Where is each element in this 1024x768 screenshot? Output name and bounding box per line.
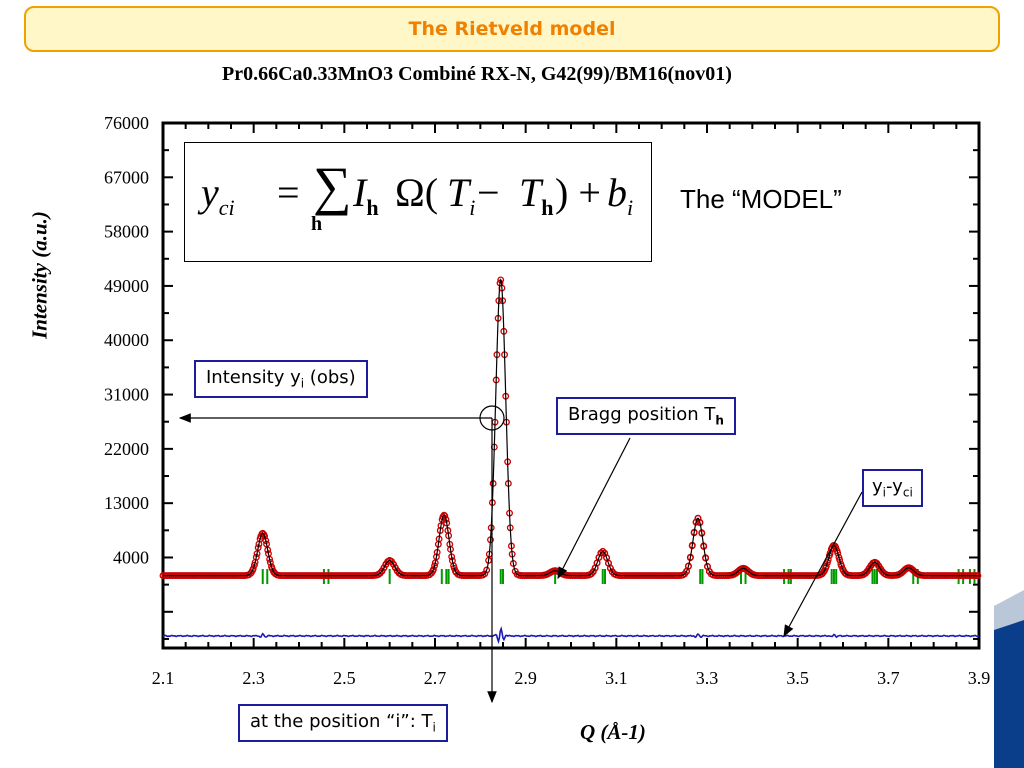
observed-point [610, 570, 618, 578]
arrow-to-bragg-tick [557, 437, 631, 580]
observed-point [497, 276, 505, 284]
x-tick-label: 3.9 [968, 668, 991, 688]
callout-difference: yi-yci [862, 469, 923, 507]
observed-point [684, 562, 692, 570]
observed-point [836, 556, 844, 564]
observed-point [270, 569, 278, 576]
x-axis-tick-labels: 2.1 2.3 2.5 2.7 2.9 3.1 3.3 3.5 3.7 3.9 [152, 668, 991, 688]
formula-th: Th [519, 170, 554, 220]
model-label: The “MODEL” [680, 184, 842, 214]
x-axis-label: Q (Å-1) [580, 720, 646, 744]
observed-point [861, 569, 869, 577]
difference-curve [162, 626, 980, 645]
observed-point [589, 568, 597, 576]
observed-point [266, 558, 274, 566]
y-axis-ticks [163, 122, 979, 640]
observed-point [268, 565, 276, 573]
observed-point [431, 562, 438, 570]
slide-banner: The Rietveld model [24, 6, 1000, 52]
chart-title: Pr0.66Ca0.33MnO3 Combiné RX-N, G42(99)/B… [222, 63, 732, 85]
y-tick-label: 49000 [104, 276, 149, 296]
x-tick-label: 2.1 [152, 668, 175, 688]
y-tick-label: 67000 [104, 167, 149, 187]
corner-logo-decoration [994, 590, 1024, 768]
x-tick-label: 3.3 [696, 668, 719, 688]
formula-plus: ) + [555, 170, 601, 215]
x-tick-label: 2.9 [514, 668, 537, 688]
slide-title: The Rietveld model [408, 18, 616, 40]
formula-equals: = [277, 170, 300, 215]
observed-point [452, 567, 459, 575]
formula-sum: ∑ [313, 156, 352, 216]
x-tick-label: 2.7 [424, 668, 447, 688]
observed-point [841, 569, 849, 577]
observed-point [822, 562, 830, 570]
observed-point [882, 571, 890, 579]
callout-bragg-position: Bragg position Th [556, 397, 736, 435]
observed-point [390, 560, 397, 568]
observed-point [599, 548, 607, 555]
observed-point [261, 532, 269, 540]
y-axis-label: Intensity (a.u.) [27, 211, 52, 339]
x-tick-label: 2.3 [242, 668, 265, 688]
observed-point [380, 564, 388, 572]
formula-lhs: yci [201, 170, 235, 220]
observed-point [897, 569, 905, 577]
observed-point [597, 549, 605, 557]
formula-background: bi [607, 170, 634, 220]
y-tick-label: 22000 [104, 439, 149, 459]
formula-omega: Ω( [395, 170, 439, 215]
x-tick-label: 3.5 [786, 668, 809, 688]
observed-point [606, 564, 614, 572]
y-tick-label: 76000 [104, 113, 149, 133]
arrow-to-difference [783, 491, 863, 638]
rietveld-formula: yci = ∑ h Ih Ω( Ti − Th ) + bi [184, 142, 652, 262]
observed-point [483, 566, 491, 574]
y-tick-label: 58000 [104, 222, 149, 242]
formula-ti: Ti [447, 170, 476, 220]
observed-point [397, 571, 405, 578]
callout-position-i: at the position “i”: Ti [238, 704, 448, 742]
y-tick-label: 4000 [113, 547, 149, 567]
observed-point [705, 567, 713, 575]
formula-minus: − [477, 170, 500, 215]
x-axis-ticks [162, 123, 980, 648]
observed-point [909, 566, 916, 574]
observed-point [247, 569, 255, 576]
observed-point [249, 565, 257, 573]
callout-intensity-observed: Intensity yi (obs) [194, 360, 368, 398]
annotation-arrows [178, 413, 863, 704]
observed-point [834, 549, 842, 557]
formula-sum-index: h [311, 213, 323, 235]
x-tick-label: 3.1 [605, 668, 628, 688]
observed-point [251, 558, 259, 566]
bragg-ticks [261, 569, 976, 584]
x-tick-label: 2.5 [333, 668, 356, 688]
formula-intensity-term: Ih [353, 170, 379, 220]
y-tick-label: 13000 [104, 493, 149, 513]
observed-point [481, 570, 489, 578]
y-tick-label: 31000 [104, 385, 149, 405]
y-tick-label: 40000 [104, 330, 149, 350]
y-axis-tick-labels: 4000 13000 22000 31000 40000 49000 58000 67000 7… [104, 113, 149, 567]
calculated-curve [163, 278, 979, 577]
x-tick-label: 3.7 [877, 668, 900, 688]
